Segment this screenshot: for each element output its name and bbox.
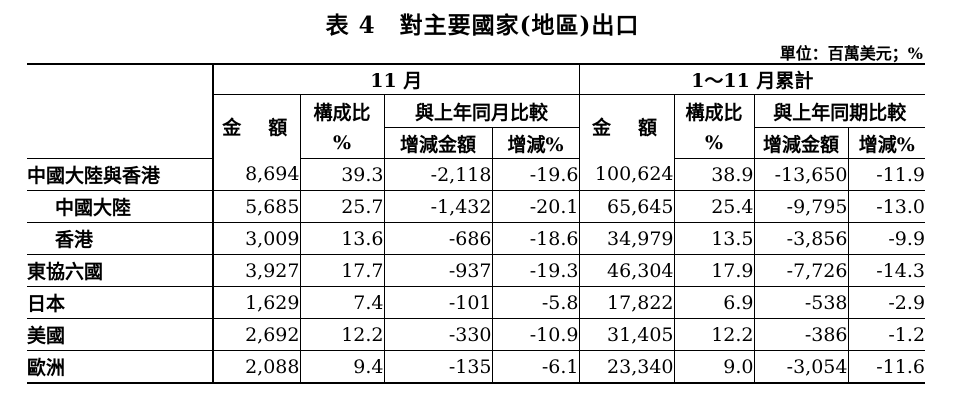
cell-diff-pct-cum: -14.3 — [847, 254, 926, 287]
header-share-unit-cum: % — [673, 127, 754, 159]
header-diff-amount-cum: 增減金額 — [753, 127, 848, 159]
cell-diff-amount-month: -101 — [383, 286, 492, 319]
table-row: 中國大陸與香港 8,694 39.3 -2,118 -19.6 100,624 38.9 -1… — [27, 158, 926, 191]
row-label: 中國大陸與香港 — [27, 158, 213, 191]
cell-diff-pct-month: -5.8 — [491, 286, 579, 319]
row-label: 美國 — [27, 318, 213, 351]
table-row: 香港 3,009 13.6 -686 -18.6 34,979 13.5 -3,856 -9.9 — [27, 222, 926, 255]
cell-amount-cum: 31,405 — [578, 318, 674, 351]
header-share-month: 構成比 — [299, 94, 384, 128]
cell-share-month: 25.7 — [299, 190, 384, 223]
row-label: 日本 — [27, 286, 213, 319]
row-label: 歐洲 — [27, 350, 213, 384]
cell-amount-month: 5,685 — [212, 190, 300, 223]
cell-diff-amount-month: -686 — [383, 222, 492, 255]
cell-diff-amount-cum: -9,795 — [753, 190, 848, 223]
header-diff-amount-month: 增減金額 — [383, 127, 492, 159]
header-cumulative: 1～11 月累計 — [578, 63, 926, 95]
table-row: 美國 2,692 12.2 -330 -10.9 31,405 12.2 -386 -1.2 — [27, 318, 926, 351]
header-share-cum: 構成比 — [673, 94, 754, 128]
table-row: 東協六國 3,927 17.7 -937 -19.3 46,304 17.9 -7,726 -1… — [27, 254, 926, 287]
header-diff-pct-cum: 增減% — [847, 127, 926, 159]
cell-amount-cum: 100,624 — [578, 158, 674, 191]
cell-diff-pct-cum: -11.9 — [847, 158, 926, 191]
row-label: 東協六國 — [27, 254, 213, 287]
cell-amount-month: 2,692 — [212, 318, 300, 351]
cell-diff-amount-month: -937 — [383, 254, 492, 287]
cell-diff-amount-cum: -386 — [753, 318, 848, 351]
cell-diff-pct-month: -18.6 — [491, 222, 579, 255]
cell-share-cum: 25.4 — [673, 190, 754, 223]
cell-amount-cum: 17,822 — [578, 286, 674, 319]
cell-share-cum: 12.2 — [673, 318, 754, 351]
cell-diff-amount-month: -1,432 — [383, 190, 492, 223]
cell-amount-month: 8,694 — [212, 158, 300, 191]
cell-amount-month: 3,009 — [212, 222, 300, 255]
header-blank — [27, 63, 213, 159]
export-table: 11 月 1～11 月累計 金 額 構成比 與上年同月比較 金 額 構成比 與上… — [27, 63, 926, 384]
cell-share-month: 39.3 — [299, 158, 384, 191]
header-month: 11 月 — [212, 63, 579, 95]
cell-diff-amount-cum: -538 — [753, 286, 848, 319]
cell-diff-pct-month: -20.1 — [491, 190, 579, 223]
cell-share-cum: 13.5 — [673, 222, 754, 255]
cell-amount-cum: 23,340 — [578, 350, 674, 384]
cell-diff-amount-cum: -7,726 — [753, 254, 848, 287]
cell-diff-pct-month: -19.6 — [491, 158, 579, 191]
cell-diff-pct-month: -19.3 — [491, 254, 579, 287]
cell-diff-pct-month: -6.1 — [491, 350, 579, 384]
cell-share-month: 17.7 — [299, 254, 384, 287]
cell-diff-amount-cum: -3,856 — [753, 222, 848, 255]
header-share-unit-month: % — [299, 127, 384, 159]
table-row: 中國大陸 5,685 25.7 -1,432 -20.1 65,645 25.4 -9,795… — [27, 190, 926, 223]
page-title: 表 4 對主要國家(地區)出口 — [325, 12, 640, 39]
header-amount-cum: 金 額 — [578, 94, 674, 159]
cell-amount-cum: 34,979 — [578, 222, 674, 255]
cell-diff-pct-cum: -1.2 — [847, 318, 926, 351]
cell-amount-cum: 65,645 — [578, 190, 674, 223]
cell-amount-cum: 46,304 — [578, 254, 674, 287]
header-compare-month: 與上年同月比較 — [383, 94, 579, 128]
cell-share-month: 12.2 — [299, 318, 384, 351]
cell-amount-month: 3,927 — [212, 254, 300, 287]
row-label: 中國大陸 — [27, 190, 213, 223]
cell-diff-pct-cum: -9.9 — [847, 222, 926, 255]
table-row: 歐洲 2,088 9.4 -135 -6.1 23,340 9.0 -3,054 -11.6 — [27, 350, 926, 384]
row-label: 香港 — [27, 222, 213, 255]
cell-diff-amount-cum: -3,054 — [753, 350, 848, 384]
cell-share-month: 13.6 — [299, 222, 384, 255]
header-diff-pct-month: 增減% — [491, 127, 579, 159]
cell-amount-month: 1,629 — [212, 286, 300, 319]
cell-diff-pct-month: -10.9 — [491, 318, 579, 351]
cell-diff-amount-cum: -13,650 — [753, 158, 848, 191]
unit-label: 單位：百萬美元；% — [779, 44, 923, 63]
cell-diff-amount-month: -2,118 — [383, 158, 492, 191]
header-amount-month: 金 額 — [212, 94, 300, 159]
table-row: 日本 1,629 7.4 -101 -5.8 17,822 6.9 -538 -2.9 — [27, 286, 926, 319]
cell-share-month: 9.4 — [299, 350, 384, 384]
cell-share-cum: 9.0 — [673, 350, 754, 384]
cell-amount-month: 2,088 — [212, 350, 300, 384]
cell-share-cum: 17.9 — [673, 254, 754, 287]
cell-share-month: 7.4 — [299, 286, 384, 319]
cell-diff-amount-month: -330 — [383, 318, 492, 351]
cell-diff-amount-month: -135 — [383, 350, 492, 384]
cell-diff-pct-cum: -11.6 — [847, 350, 926, 384]
header-compare-period: 與上年同期比較 — [753, 94, 926, 128]
cell-diff-pct-cum: -13.0 — [847, 190, 926, 223]
cell-share-cum: 6.9 — [673, 286, 754, 319]
cell-share-cum: 38.9 — [673, 158, 754, 191]
cell-diff-pct-cum: -2.9 — [847, 286, 926, 319]
